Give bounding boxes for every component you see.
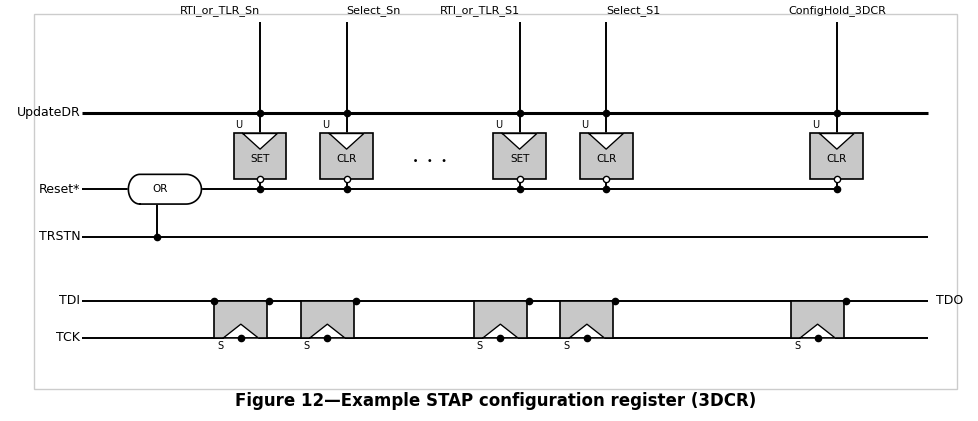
Bar bbox=[559, 301, 612, 338]
Bar bbox=[300, 301, 353, 338]
Bar bbox=[473, 301, 526, 338]
Text: CLR: CLR bbox=[596, 155, 615, 165]
Polygon shape bbox=[588, 133, 623, 149]
Polygon shape bbox=[329, 133, 364, 149]
Text: U: U bbox=[236, 120, 243, 130]
Bar bbox=[810, 133, 863, 179]
Text: UpdateDR: UpdateDR bbox=[17, 107, 80, 120]
Text: RTI_or_TLR_Sn: RTI_or_TLR_Sn bbox=[180, 5, 260, 16]
Text: U: U bbox=[495, 120, 502, 130]
Text: U: U bbox=[581, 120, 588, 130]
Text: RTI_or_TLR_S1: RTI_or_TLR_S1 bbox=[439, 5, 519, 16]
Text: S: S bbox=[217, 341, 223, 351]
Text: U: U bbox=[322, 120, 329, 130]
Text: S: S bbox=[562, 341, 569, 351]
Bar bbox=[493, 133, 546, 179]
Bar bbox=[790, 301, 843, 338]
Polygon shape bbox=[819, 133, 853, 149]
Text: TDI: TDI bbox=[60, 294, 80, 307]
Polygon shape bbox=[799, 324, 834, 338]
Polygon shape bbox=[223, 324, 258, 338]
Bar bbox=[214, 301, 267, 338]
Text: TCK: TCK bbox=[57, 331, 80, 344]
Text: Reset*: Reset* bbox=[39, 183, 80, 196]
Text: TRSTN: TRSTN bbox=[39, 230, 80, 243]
Polygon shape bbox=[502, 133, 536, 149]
Text: ConfigHold_3DCR: ConfigHold_3DCR bbox=[787, 5, 885, 16]
Bar bbox=[320, 133, 373, 179]
Text: S: S bbox=[476, 341, 482, 351]
Polygon shape bbox=[310, 324, 344, 338]
Text: CLR: CLR bbox=[336, 155, 356, 165]
Text: S: S bbox=[303, 341, 310, 351]
Text: S: S bbox=[793, 341, 799, 351]
Text: SET: SET bbox=[250, 155, 270, 165]
Bar bbox=[579, 133, 632, 179]
Text: Figure 12—Example STAP configuration register (3DCR): Figure 12—Example STAP configuration reg… bbox=[235, 392, 755, 410]
Text: OR: OR bbox=[153, 184, 167, 194]
Text: CLR: CLR bbox=[825, 155, 846, 165]
Bar bbox=[234, 133, 287, 179]
Text: . . .: . . . bbox=[412, 145, 448, 167]
Polygon shape bbox=[482, 324, 517, 338]
Polygon shape bbox=[569, 324, 603, 338]
Polygon shape bbox=[128, 174, 201, 204]
Text: U: U bbox=[812, 120, 819, 130]
Polygon shape bbox=[243, 133, 277, 149]
Text: Select_S1: Select_S1 bbox=[605, 5, 660, 16]
Text: Select_Sn: Select_Sn bbox=[346, 5, 401, 16]
Text: SET: SET bbox=[510, 155, 529, 165]
Text: TDO: TDO bbox=[935, 294, 962, 307]
